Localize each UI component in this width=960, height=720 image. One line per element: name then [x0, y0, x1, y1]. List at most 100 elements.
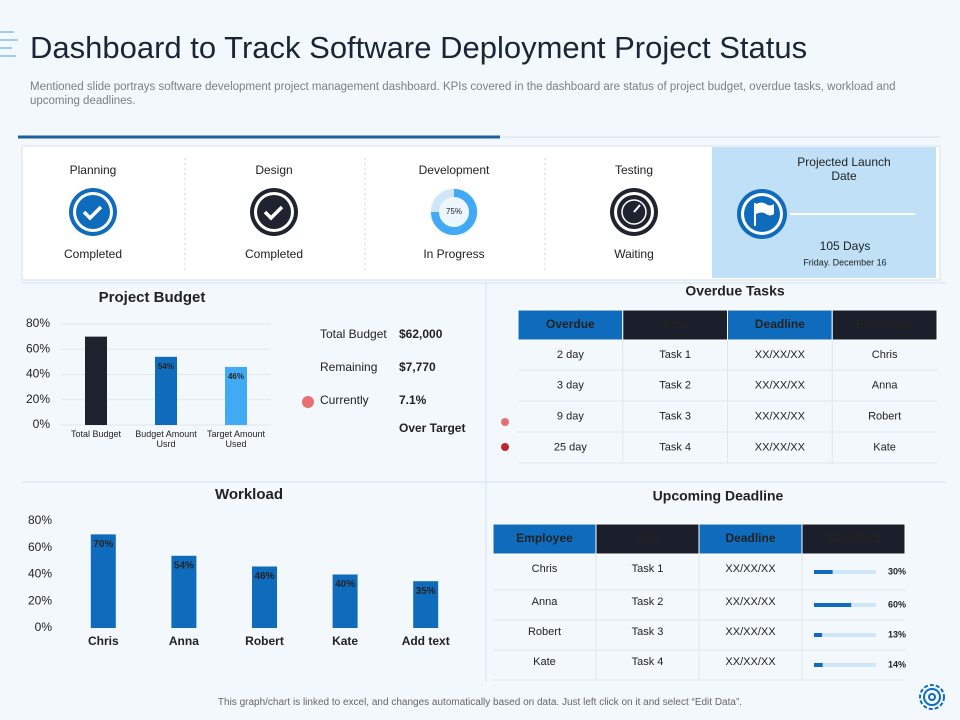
value-label: 70%: [88, 342, 104, 351]
table-header: Overdue: [546, 317, 595, 331]
workload-label: 30%: [888, 566, 906, 576]
workload-bar: [814, 603, 852, 607]
y-tick-label: 40%: [28, 567, 52, 581]
status-dot: [302, 396, 314, 408]
phase-name: Testing: [615, 163, 653, 177]
summary-label: Currently: [320, 393, 369, 407]
subtitle: Mentioned slide portrays software develo…: [30, 81, 896, 107]
table-cell: XX/XX/XX: [725, 563, 776, 575]
value-label: 40%: [335, 579, 355, 590]
table-header: Workload: [826, 531, 880, 545]
chart-title: Project Budget: [99, 289, 206, 306]
bar: [252, 566, 277, 628]
table-cell: XX/XX/XX: [755, 349, 806, 361]
workload-track: [814, 570, 876, 574]
workload-bar: [814, 570, 833, 574]
workload-label: 13%: [888, 629, 906, 639]
table-header-cell: [831, 309, 938, 341]
table-cell: Task 4: [632, 656, 664, 668]
bar: [225, 366, 247, 425]
phase-status: Completed: [245, 247, 303, 261]
table-header-cell: [492, 523, 597, 555]
workload-label: 60%: [888, 599, 906, 609]
y-tick-label: 0%: [33, 417, 51, 431]
table-cell: Kate: [533, 656, 556, 668]
summary-status: Over Target: [399, 421, 465, 435]
y-tick-label: 60%: [26, 341, 50, 355]
x-tick-label: Add text: [401, 634, 450, 648]
summary-value: 7.1%: [399, 393, 427, 407]
table-header: Task: [662, 317, 689, 331]
value-label: 54%: [158, 362, 174, 371]
workload-track: [814, 663, 876, 667]
table-cell: XX/XX/XX: [725, 656, 776, 668]
table-cell: Task 1: [659, 349, 691, 361]
bar: [413, 581, 439, 628]
table-header-cell: [727, 309, 833, 341]
table-header-cell: [698, 523, 803, 555]
table-cell: 9 day: [557, 410, 584, 422]
chart-title: Workload: [215, 486, 283, 503]
table-header: Task: [634, 531, 661, 545]
table-cell: 3 day: [557, 379, 584, 391]
table-cell: Task 2: [659, 379, 691, 391]
testing-icon: [610, 188, 658, 236]
table-header-cell: [517, 309, 624, 341]
bar: [332, 574, 358, 628]
table-header-cell: [622, 309, 728, 341]
table-header: Employee: [856, 317, 913, 331]
table-cell: XX/XX/XX: [755, 441, 806, 453]
summary-value: $7,770: [399, 360, 436, 374]
table-title: Upcoming Deadline: [653, 488, 784, 504]
summary-label: Total Budget: [320, 327, 387, 341]
progress-label: 75%: [446, 207, 462, 216]
value-label: 35%: [416, 586, 436, 597]
table-cell: Anna: [532, 596, 559, 608]
table-cell: Robert: [868, 410, 901, 422]
launch-title: Projected Launch Date: [797, 155, 891, 183]
summary-value: $62,000: [399, 327, 443, 341]
x-tick-label: Target Amount Used: [206, 429, 266, 449]
phase-name: Design: [255, 163, 292, 177]
table-cell: Robert: [528, 626, 561, 638]
launch-icon: [737, 189, 787, 239]
y-tick-label: 20%: [28, 593, 52, 607]
y-tick-label: 40%: [26, 367, 50, 381]
table-cell: XX/XX/XX: [725, 626, 776, 638]
y-tick-label: 20%: [26, 392, 50, 406]
value-label: 46%: [228, 372, 244, 381]
table-cell: Task 3: [632, 626, 664, 638]
table-cell: Chris: [872, 349, 898, 361]
planning-icon: [69, 188, 117, 236]
section-dividers: [22, 282, 946, 682]
table-cell: Kate: [873, 441, 896, 453]
progress-arc: [431, 189, 477, 235]
phase-name: Planning: [70, 163, 117, 177]
workload-bar: [814, 663, 823, 667]
table-cell: Task 2: [632, 596, 664, 608]
corner-decoration: [0, 31, 18, 57]
workload-bar: [814, 633, 823, 637]
summary-label: Remaining: [320, 360, 377, 374]
bar: [171, 555, 197, 628]
phase-dividers: [184, 158, 546, 270]
x-tick-label: Anna: [168, 634, 199, 648]
table-cell: Task 1: [632, 563, 664, 575]
bar: [85, 336, 107, 425]
table-cell: Task 4: [659, 441, 691, 453]
launch-days: 105 Days: [820, 239, 871, 253]
value-label: 46%: [254, 571, 274, 582]
value-label: 70%: [93, 539, 113, 550]
table-cell: XX/XX/XX: [725, 596, 776, 608]
table-cell: XX/XX/XX: [755, 379, 806, 391]
row-dot: [501, 418, 509, 426]
table-cell: 25 day: [554, 441, 588, 453]
y-tick-label: 60%: [28, 540, 52, 554]
table-cell: Anna: [872, 379, 899, 391]
table-cell: 2 day: [557, 349, 584, 361]
table-header: Deadline: [755, 317, 805, 331]
x-tick-label: Total Budget: [70, 429, 122, 439]
